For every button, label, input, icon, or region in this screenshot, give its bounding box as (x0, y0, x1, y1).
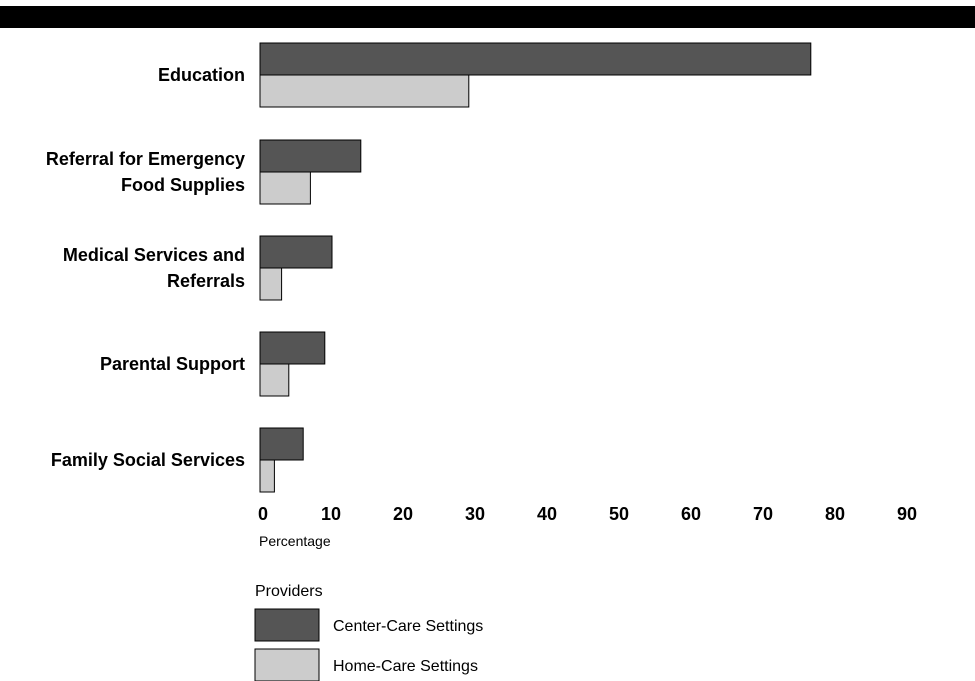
bar-home-care-1 (259, 171, 311, 205)
bars-layer (259, 42, 812, 493)
x-tick-label-60: 60 (681, 504, 701, 524)
category-label-line: Education (158, 65, 245, 85)
category-label-3: Parental Support (100, 354, 245, 374)
legend-title: Providers (255, 583, 323, 600)
bar-home-care-2 (259, 267, 283, 301)
legend-label-center-care: Center-Care Settings (333, 618, 483, 635)
category-label-1: Referral for Emergency Food Supplies (46, 149, 245, 195)
x-tick-label-10: 10 (321, 504, 341, 524)
x-tick-label-80: 80 (825, 504, 845, 524)
bar-center-care-0 (259, 42, 812, 76)
x-tick-label-90: 90 (897, 504, 917, 524)
category-label-0: Education (158, 65, 245, 85)
bar-home-care-3 (259, 363, 290, 397)
category-label-line: Medical Services and (63, 245, 245, 265)
category-labels: Education Referral for Emergency Food Supp… (46, 65, 245, 470)
x-tick-label-30: 30 (465, 504, 485, 524)
category-label-line: Referral for Emergency (46, 149, 245, 169)
legend-swatch-center-care (254, 608, 320, 642)
x-tick-label-70: 70 (753, 504, 773, 524)
legend-label-home-care: Home-Care Settings (333, 658, 478, 675)
bar-center-care-4 (259, 427, 304, 461)
legend: Providers Center-Care Settings Home-Care … (254, 583, 483, 681)
x-tick-label-40: 40 (537, 504, 557, 524)
x-tick-label-50: 50 (609, 504, 629, 524)
x-axis-title: Percentage (259, 533, 331, 549)
bar-center-care-1 (259, 139, 362, 173)
top-black-bar (0, 6, 975, 28)
bar-center-care-3 (259, 331, 326, 365)
x-axis-ticks: 0 10 20 30 40 50 60 70 80 90 (258, 504, 917, 524)
bar-home-care-4 (259, 459, 275, 493)
category-label-line: Food Supplies (121, 175, 245, 195)
bar-center-care-2 (259, 235, 333, 269)
category-label-line: Parental Support (100, 354, 245, 374)
x-tick-label-20: 20 (393, 504, 413, 524)
category-label-2: Medical Services and Referrals (63, 245, 245, 291)
category-label-line: Referrals (167, 271, 245, 291)
x-tick-label-0: 0 (258, 504, 268, 524)
category-label-4: Family Social Services (51, 450, 245, 470)
legend-swatch-home-care (254, 648, 320, 681)
bar-home-care-0 (259, 74, 470, 108)
category-label-line: Family Social Services (51, 450, 245, 470)
